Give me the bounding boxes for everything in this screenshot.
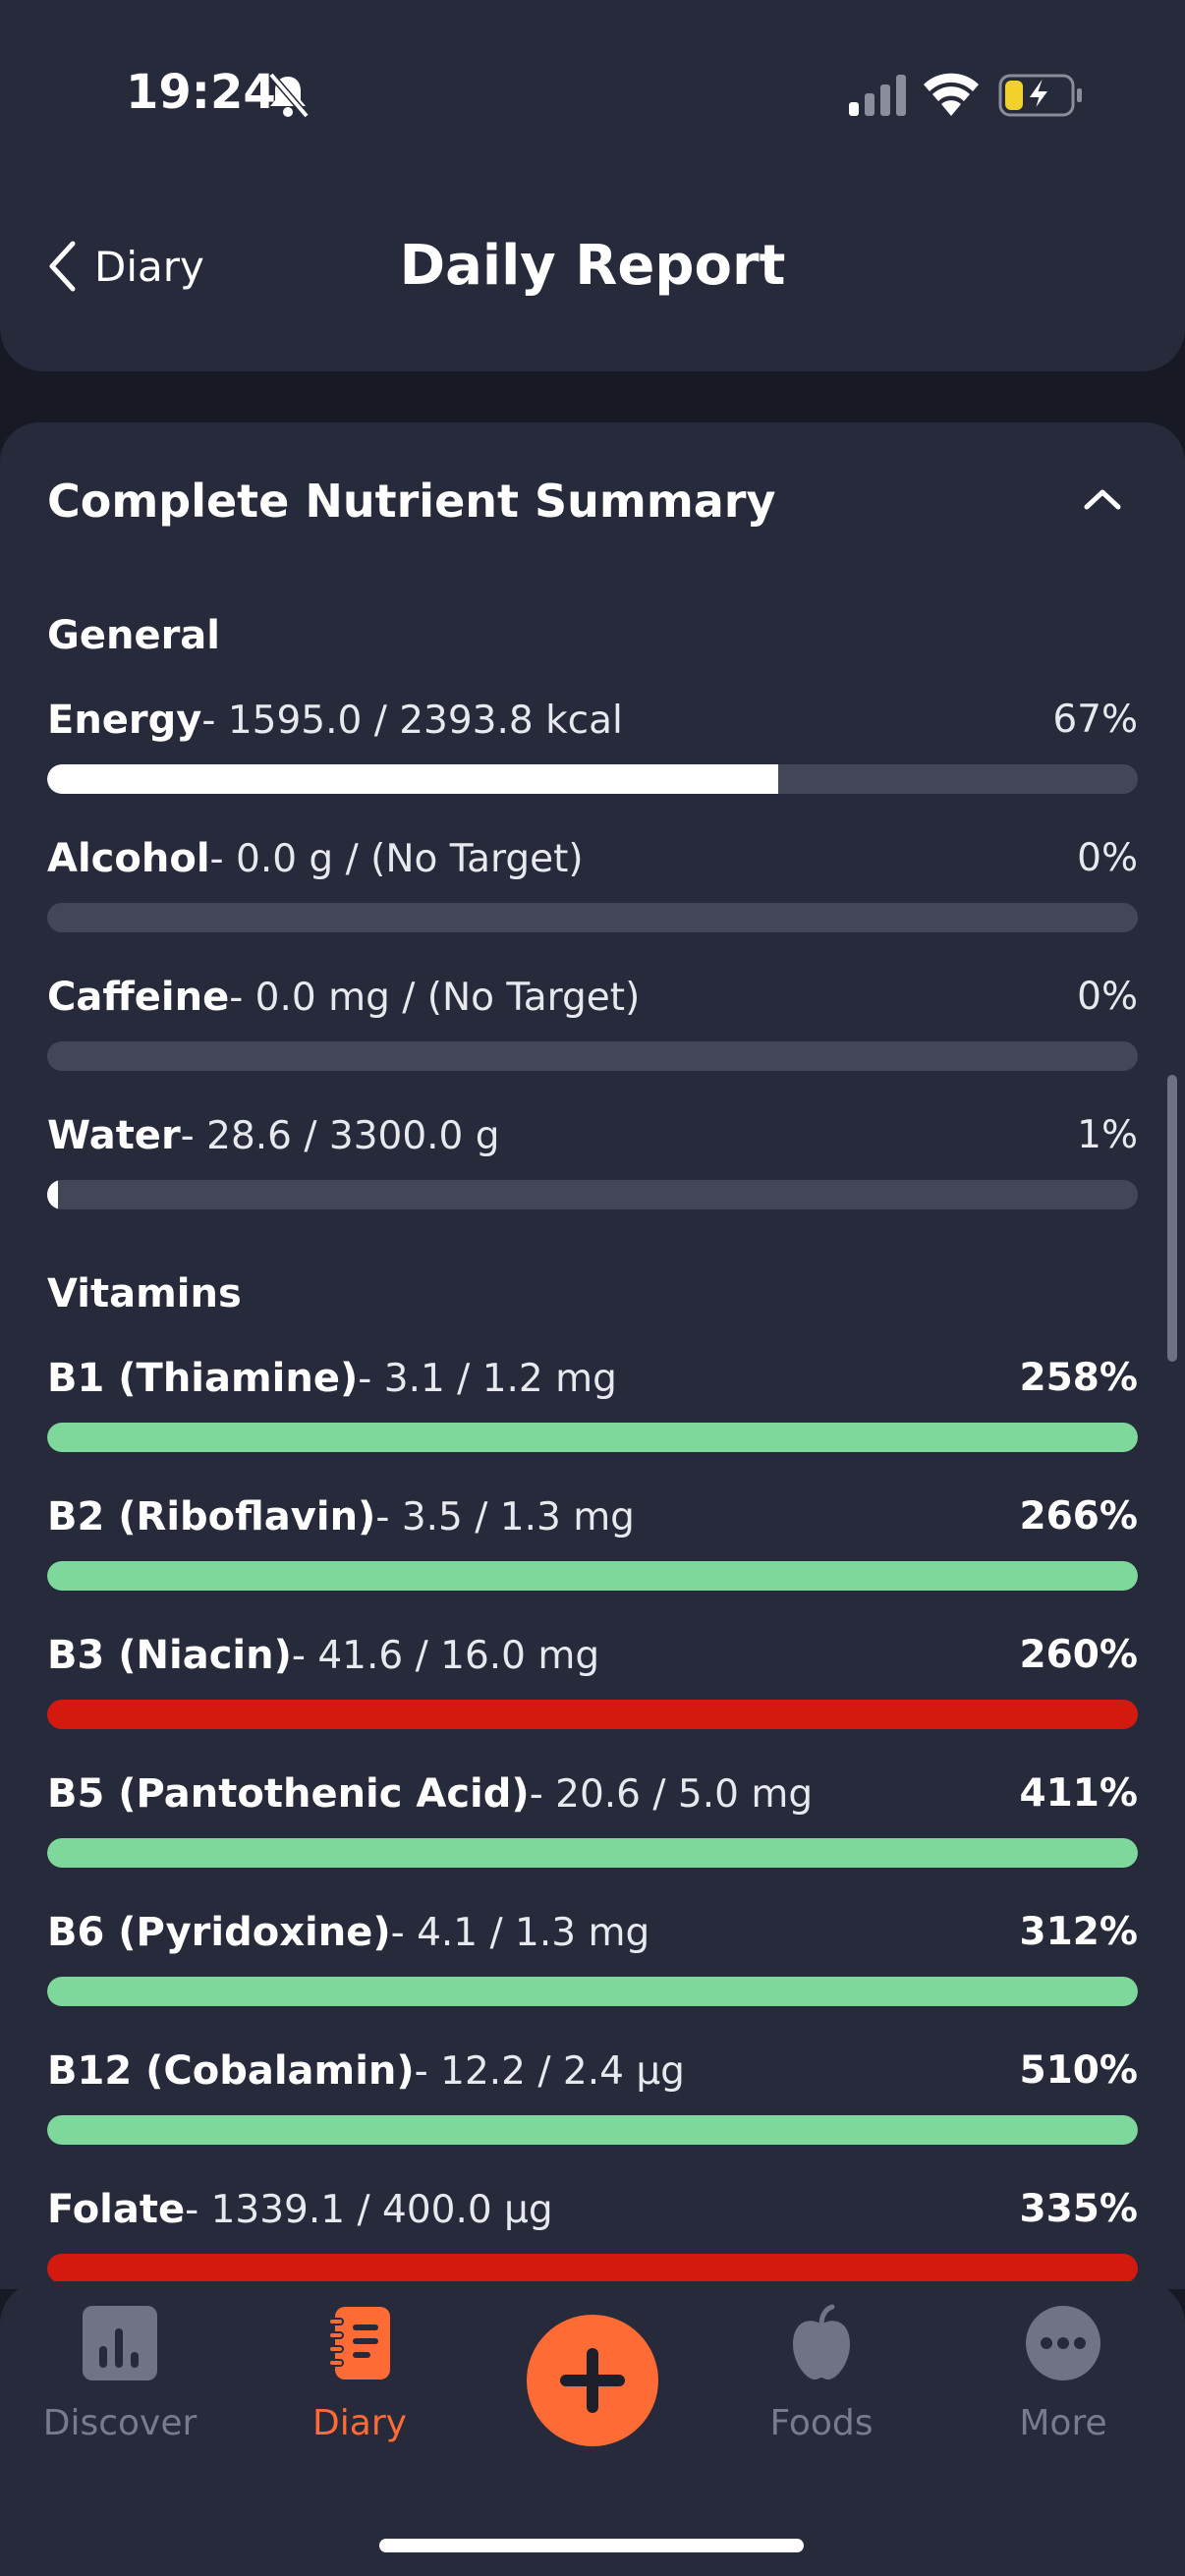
nutrient-percent: 0% [1077, 975, 1138, 1019]
nutrient-detail: - 4.1 / 1.3 mg [390, 1911, 650, 1955]
tab-label: More [1019, 2403, 1107, 2443]
progress-track [47, 764, 1138, 794]
plus-icon [560, 2348, 625, 2413]
nutrient-detail: - 20.6 / 5.0 mg [529, 1772, 814, 1817]
back-label: Diary [94, 242, 204, 291]
nutrient-row-b6: B6 (Pyridoxine)- 4.1 / 1.3 mg 312% [47, 1906, 1138, 2014]
nutrient-name: B5 (Pantothenic Acid) [47, 1771, 530, 1817]
progress-track [47, 2254, 1138, 2283]
nutrient-percent: 411% [1019, 1771, 1139, 1816]
wifi-icon [924, 73, 979, 116]
home-indicator[interactable] [379, 2539, 804, 2552]
nutrient-name: Folate [47, 2187, 186, 2232]
more-dots-icon [1026, 2306, 1100, 2380]
nutrient-row-alcohol: Alcohol- 0.0 g / (No Target) 0% [47, 832, 1138, 940]
nutrient-detail: - 28.6 / 3300.0 g [180, 1114, 500, 1158]
progress-fill [47, 2254, 1138, 2283]
nutrient-row-b3: B3 (Niacin)- 41.6 / 16.0 mg 260% [47, 1629, 1138, 1737]
nutrient-detail: - 1595.0 / 2393.8 kcal [201, 699, 623, 743]
tab-diary[interactable]: Diary [261, 2303, 458, 2443]
nutrient-percent: 258% [1019, 1356, 1139, 1400]
tab-foods[interactable]: Foods [723, 2303, 920, 2443]
nutrient-detail: - 12.2 / 2.4 µg [414, 2049, 685, 2094]
tab-label: Diary [312, 2403, 407, 2443]
progress-track [47, 1977, 1138, 2006]
progress-fill [47, 1180, 59, 1209]
add-button[interactable] [527, 2315, 658, 2446]
scrollbar[interactable] [1167, 1075, 1177, 1362]
nutrient-name: Water [47, 1113, 181, 1158]
progress-fill [47, 2115, 1138, 2145]
nutrient-name: Energy [47, 698, 202, 743]
notebook-icon [328, 2307, 390, 2380]
tab-more[interactable]: More [965, 2303, 1161, 2443]
progress-track [47, 1180, 1138, 1209]
apple-icon [793, 2304, 850, 2380]
nutrient-percent: 0% [1077, 836, 1138, 880]
tab-label: Discover [42, 2403, 198, 2443]
progress-fill [47, 1700, 1138, 1729]
nutrient-name: Caffeine [47, 975, 230, 1020]
progress-track [47, 1041, 1138, 1071]
nutrient-name: B6 (Pyridoxine) [47, 1910, 391, 1955]
cellular-signal-icon [849, 75, 906, 116]
nutrient-percent: 312% [1019, 1910, 1139, 1954]
card-title: Complete Nutrient Summary [47, 475, 776, 528]
progress-track [47, 1838, 1138, 1868]
nutrient-percent: 335% [1019, 2187, 1139, 2231]
tab-label: Foods [769, 2403, 874, 2443]
progress-track [47, 1423, 1138, 1452]
chart-icon [83, 2306, 157, 2380]
nutrient-detail: - 0.0 g / (No Target) [209, 837, 584, 881]
chevron-left-icon [49, 241, 76, 292]
nutrient-name: B1 (Thiamine) [47, 1356, 359, 1401]
bell-muted-icon [268, 72, 310, 119]
nutrient-row-b5: B5 (Pantothenic Acid)- 20.6 / 5.0 mg 411… [47, 1767, 1138, 1876]
nutrient-detail: - 3.5 / 1.3 mg [375, 1495, 635, 1540]
nutrient-row-caffeine: Caffeine- 0.0 mg / (No Target) 0% [47, 971, 1138, 1079]
nutrient-detail: - 1339.1 / 400.0 µg [185, 2188, 553, 2232]
nutrient-row-b1: B1 (Thiamine)- 3.1 / 1.2 mg 258% [47, 1352, 1138, 1460]
nutrient-row-water: Water- 28.6 / 3300.0 g 1% [47, 1109, 1138, 1217]
progress-track [47, 903, 1138, 932]
nutrient-name: B2 (Riboflavin) [47, 1494, 376, 1540]
nutrient-detail: - 0.0 mg / (No Target) [229, 976, 641, 1020]
nutrient-detail: - 3.1 / 1.2 mg [358, 1357, 617, 1401]
nutrient-summary-card: Complete Nutrient Summary General Energy… [0, 422, 1185, 2289]
nutrient-name: B12 (Cobalamin) [47, 2048, 415, 2094]
nutrient-row-energy: Energy- 1595.0 / 2393.8 kcal 67% [47, 694, 1138, 802]
nutrient-name: B3 (Niacin) [47, 1633, 292, 1678]
progress-track [47, 1561, 1138, 1591]
progress-fill [47, 1977, 1138, 2006]
nutrient-name: Alcohol [47, 836, 210, 881]
progress-fill [47, 1838, 1138, 1868]
nutrient-detail: - 41.6 / 16.0 mg [291, 1634, 600, 1678]
battery-charging-icon [998, 74, 1082, 117]
back-button[interactable]: Diary [47, 232, 204, 301]
progress-fill [47, 764, 778, 794]
nutrient-row-folate: Folate- 1339.1 / 400.0 µg 335% [47, 2183, 1138, 2289]
chevron-up-icon[interactable] [1079, 483, 1126, 515]
nutrient-percent: 260% [1019, 1633, 1139, 1677]
progress-fill [47, 1561, 1138, 1591]
nutrient-row-b12: B12 (Cobalamin)- 12.2 / 2.4 µg 510% [47, 2044, 1138, 2153]
header-block: 19:24 Diary Daily Report [0, 0, 1185, 371]
nutrient-row-b2: B2 (Riboflavin)- 3.5 / 1.3 mg 266% [47, 1490, 1138, 1598]
section-label-general: General [47, 613, 220, 658]
page-title: Daily Report [399, 234, 786, 298]
tab-discover[interactable]: Discover [22, 2303, 218, 2443]
section-label-vitamins: Vitamins [47, 1271, 242, 1316]
progress-fill [47, 1423, 1138, 1452]
nutrient-percent: 510% [1019, 2048, 1139, 2093]
progress-track [47, 2115, 1138, 2145]
nutrient-percent: 266% [1019, 1494, 1139, 1539]
nutrient-percent: 67% [1052, 698, 1138, 742]
progress-track [47, 1700, 1138, 1729]
status-time: 19:24 [126, 65, 276, 120]
nutrient-percent: 1% [1077, 1113, 1138, 1157]
